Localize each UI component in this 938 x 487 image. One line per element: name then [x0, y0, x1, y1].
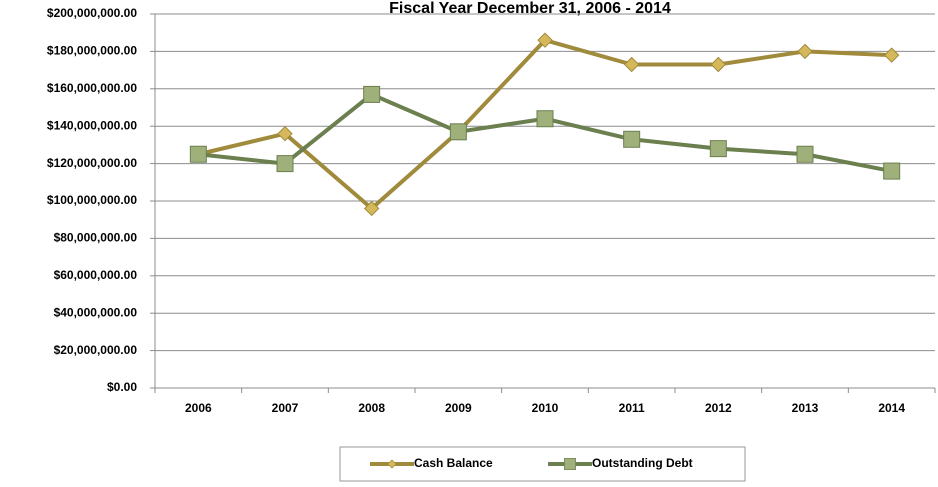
data-point [536, 110, 554, 128]
x-tick-label: 2014 [878, 401, 905, 415]
y-tick-label: $80,000,000.00 [54, 231, 138, 245]
data-point [797, 43, 813, 60]
x-tick-label: 2011 [619, 401, 645, 415]
data-point [796, 145, 814, 163]
data-point [623, 130, 641, 148]
y-tick-label: $180,000,000.00 [47, 44, 137, 58]
y-tick-label: $120,000,000.00 [47, 156, 137, 170]
y-tick-label: $100,000,000.00 [47, 193, 137, 207]
data-point [363, 85, 381, 103]
data-point [623, 56, 640, 73]
x-tick-label: 2012 [705, 401, 732, 415]
x-tick-label: 2010 [532, 401, 559, 415]
data-point [709, 140, 727, 158]
x-tick-label: 2006 [185, 401, 212, 415]
y-tick-label: $200,000,000.00 [47, 6, 137, 20]
data-point [710, 56, 727, 73]
x-tick-label: 2008 [358, 401, 385, 415]
y-tick-label: $140,000,000.00 [47, 118, 137, 132]
y-tick-label: $160,000,000.00 [47, 81, 137, 95]
x-tick-label: 2013 [792, 401, 819, 415]
data-point [449, 123, 467, 141]
legend-label: Outstanding Debt [592, 456, 693, 470]
x-tick-label: 2009 [445, 401, 472, 415]
data-point [276, 155, 294, 173]
data-point [883, 47, 900, 63]
y-tick-label: $60,000,000.00 [54, 268, 138, 282]
data-point [363, 200, 380, 217]
legend-marker [387, 459, 397, 469]
chart-title: Fiscal Year December 31, 2006 - 2014 [389, 0, 671, 17]
legend-label: Cash Balance [414, 456, 493, 470]
y-tick-label: $40,000,000.00 [54, 305, 138, 319]
y-tick-label: $20,000,000.00 [54, 343, 138, 357]
x-tick-label: 2007 [272, 401, 299, 415]
legend-marker [564, 458, 576, 470]
data-point [883, 162, 901, 180]
data-point [189, 145, 207, 163]
data-point [537, 32, 553, 48]
y-tick-label: $0.00 [107, 380, 137, 394]
data-point [277, 125, 293, 142]
series-line [198, 92, 893, 174]
